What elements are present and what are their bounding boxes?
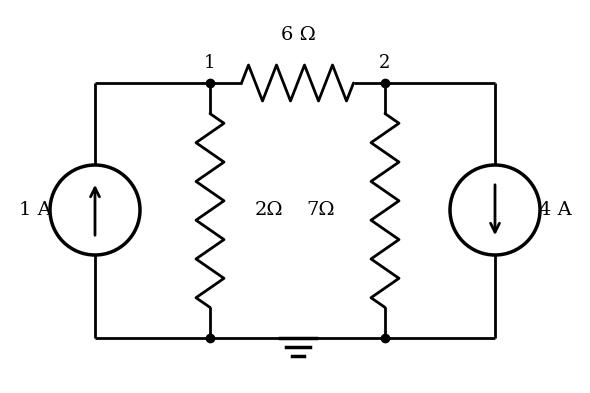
Text: 4 A: 4 A <box>539 201 571 219</box>
Text: 2: 2 <box>379 54 391 72</box>
Text: 1 A: 1 A <box>19 201 51 219</box>
Text: 2Ω: 2Ω <box>255 201 284 219</box>
Text: 6 Ω: 6 Ω <box>281 26 316 44</box>
Text: 7Ω: 7Ω <box>306 201 335 219</box>
Text: 1: 1 <box>204 54 216 72</box>
